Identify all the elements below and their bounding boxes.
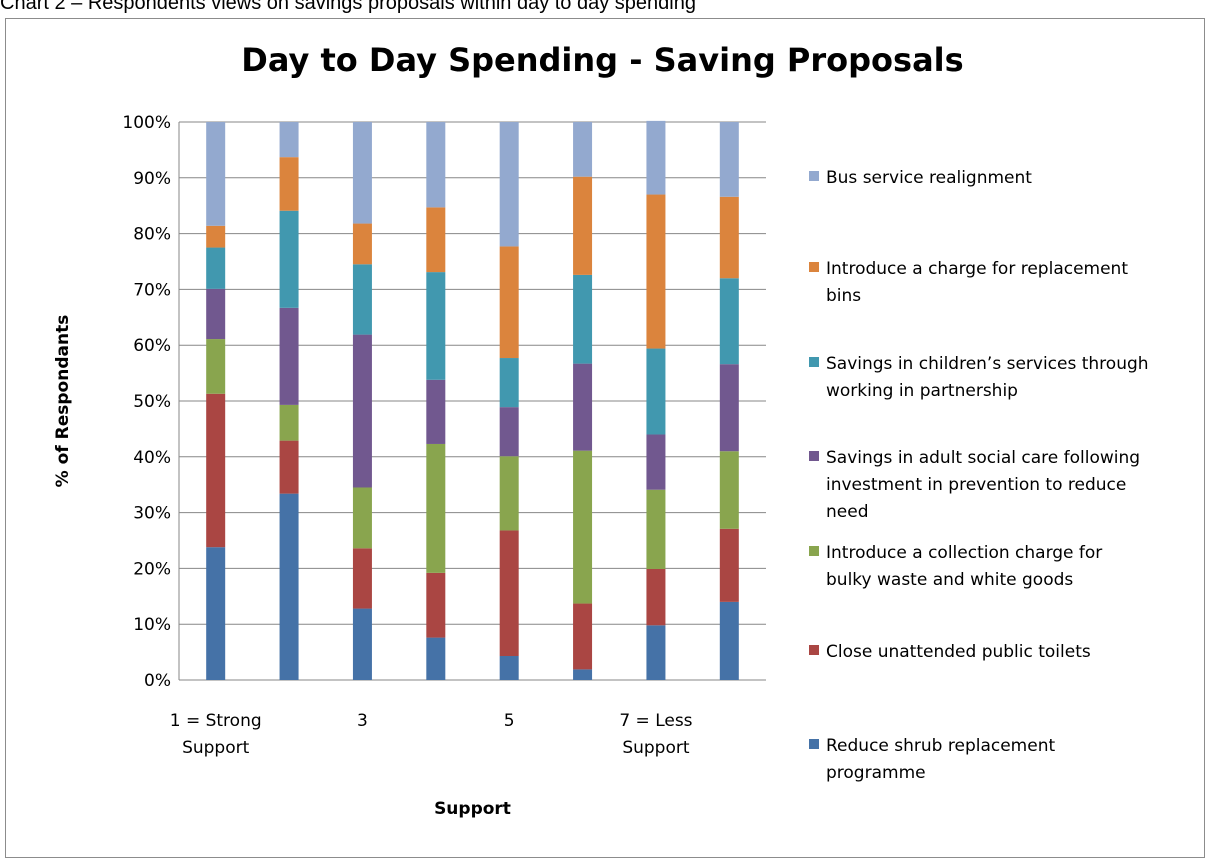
- y-tick-label: 30%: [133, 504, 171, 524]
- bar-segment-close-unattended-public-toilet: [646, 568, 666, 626]
- bar-segment-bus-service-realignment: [206, 122, 226, 226]
- bar-segment-savings-in-children-s-services: [426, 272, 446, 380]
- bar-segment-savings-in-children-s-services: [573, 274, 593, 364]
- bar-segment-reduce-shrub-replacement-progr: [646, 625, 666, 680]
- bar-segment-close-unattended-public-toilet: [719, 528, 739, 602]
- bar-segment-introduce-a-charge-for-replace: [499, 246, 519, 359]
- bar-segment-introduce-a-charge-for-replace: [573, 176, 593, 275]
- y-tick-label: 50%: [133, 392, 171, 412]
- bar-segment-savings-in-adult-social-care-f: [206, 288, 226, 340]
- bar-segment-introduce-a-collection-charge-: [279, 404, 299, 441]
- bar-segment-reduce-shrub-replacement-progr: [719, 601, 739, 680]
- bar-segment-savings-in-adult-social-care-f: [719, 364, 739, 452]
- x-tick-label: 1 = Strong: [170, 711, 262, 731]
- legend-label: working in partnership: [826, 381, 1018, 401]
- bar-segment-savings-in-children-s-services: [646, 348, 666, 435]
- chart-title: Day to Day Spending - Saving Proposals: [241, 41, 963, 79]
- bar-segment-introduce-a-collection-charge-: [352, 487, 372, 549]
- bar-segment-close-unattended-public-toilet: [499, 530, 519, 657]
- legend-label: bins: [826, 286, 861, 306]
- bar-segment-bus-service-realignment: [499, 122, 519, 247]
- legend-label: Savings in children’s services through: [826, 354, 1149, 374]
- bar-segment-savings-in-adult-social-care-f: [279, 307, 299, 405]
- bar-segment-introduce-a-collection-charge-: [426, 443, 446, 573]
- legend-swatch: [809, 451, 819, 461]
- bar-segment-savings-in-children-s-services: [499, 358, 519, 408]
- bar-segment-reduce-shrub-replacement-progr: [426, 637, 446, 680]
- bar-segment-introduce-a-collection-charge-: [646, 489, 666, 569]
- y-tick-label: 90%: [133, 169, 171, 189]
- legend-label: programme: [826, 763, 926, 783]
- x-tick-label: Support: [622, 738, 690, 758]
- bar-segment-savings-in-children-s-services: [719, 278, 739, 365]
- bar-segment-close-unattended-public-toilet: [279, 440, 299, 494]
- bar-segment-savings-in-adult-social-care-f: [352, 334, 372, 488]
- bar-segment-reduce-shrub-replacement-progr: [499, 656, 519, 680]
- bar-segment-close-unattended-public-toilet: [573, 603, 593, 670]
- legend-swatch: [809, 262, 819, 272]
- y-tick-label: 70%: [133, 280, 171, 300]
- y-tick-label: 0%: [144, 671, 171, 691]
- bar-segment-savings-in-adult-social-care-f: [499, 407, 519, 457]
- y-tick-label: 60%: [133, 336, 171, 356]
- bar-segment-reduce-shrub-replacement-progr: [352, 608, 372, 680]
- x-axis-title: Support: [434, 799, 511, 819]
- legend-label: Close unattended public toilets: [826, 642, 1091, 662]
- x-tick-label: 7 = Less: [619, 711, 692, 731]
- legend-label: bulky waste and white goods: [826, 570, 1073, 590]
- bar-segment-introduce-a-collection-charge-: [573, 450, 593, 604]
- legend-swatch: [809, 171, 819, 181]
- bar-segment-savings-in-adult-social-care-f: [573, 363, 593, 451]
- y-tick-label: 100%: [122, 113, 171, 133]
- bar-segment-introduce-a-charge-for-replace: [352, 223, 372, 265]
- bar-segment-introduce-a-collection-charge-: [206, 339, 226, 394]
- bar-segment-introduce-a-charge-for-replace: [719, 196, 739, 279]
- figure-caption: Chart 2 – Respondents views on savings p…: [0, 0, 696, 14]
- bar-segment-bus-service-realignment: [573, 122, 593, 177]
- chart: Day to Day Spending - Saving Proposals 0%…: [53, 41, 1149, 819]
- bar-segment-savings-in-children-s-services: [352, 264, 372, 335]
- bar-segment-introduce-a-charge-for-replace: [646, 194, 666, 349]
- legend-label: Introduce a collection charge for: [826, 543, 1102, 563]
- bar-segment-close-unattended-public-toilet: [426, 572, 446, 638]
- bar-segment-bus-service-realignment: [646, 120, 666, 195]
- bar-segment-introduce-a-charge-for-replace: [206, 225, 226, 248]
- bar-segment-bus-service-realignment: [279, 122, 299, 158]
- bar-segment-introduce-a-collection-charge-: [719, 451, 739, 529]
- legend-swatch: [809, 546, 819, 556]
- chart-frame: Day to Day Spending - Saving Proposals 0%…: [5, 18, 1205, 858]
- legend-label: Savings in adult social care following: [826, 448, 1140, 468]
- legend-label: Bus service realignment: [826, 168, 1032, 188]
- y-axis-title: % of Respondants: [53, 315, 73, 488]
- legend-swatch: [809, 645, 819, 655]
- bar-segment-savings-in-adult-social-care-f: [646, 434, 666, 490]
- bar-segment-close-unattended-public-toilet: [352, 548, 372, 609]
- bar-segment-bus-service-realignment: [352, 122, 372, 224]
- x-tick-label: Support: [182, 738, 250, 758]
- bar-segment-introduce-a-charge-for-replace: [279, 157, 299, 211]
- bar-segment-introduce-a-charge-for-replace: [426, 207, 446, 273]
- legend-label: Introduce a charge for replacement: [826, 259, 1128, 279]
- x-tick-label: 5: [504, 711, 515, 731]
- legend-swatch: [809, 357, 819, 367]
- bar-segment-close-unattended-public-toilet: [206, 393, 226, 548]
- bar-segment-introduce-a-collection-charge-: [499, 456, 519, 531]
- x-tick-label: 3: [357, 711, 368, 731]
- bar-segment-bus-service-realignment: [426, 122, 446, 208]
- y-tick-label: 10%: [133, 615, 171, 635]
- bar-segment-savings-in-adult-social-care-f: [426, 379, 446, 444]
- bar-segment-savings-in-children-s-services: [206, 247, 226, 289]
- legend-label: investment in prevention to reduce: [826, 475, 1126, 495]
- bar-segment-bus-service-realignment: [719, 122, 739, 197]
- bar-segment-reduce-shrub-replacement-progr: [573, 669, 593, 680]
- bar-segment-reduce-shrub-replacement-progr: [279, 493, 299, 680]
- legend-label: Reduce shrub replacement: [826, 736, 1055, 756]
- legend-label: need: [826, 502, 868, 522]
- bar-segment-reduce-shrub-replacement-progr: [206, 547, 226, 680]
- y-tick-label: 20%: [133, 559, 171, 579]
- y-tick-label: 40%: [133, 448, 171, 468]
- y-tick-label: 80%: [133, 225, 171, 245]
- legend-swatch: [809, 739, 819, 749]
- bar-segment-savings-in-children-s-services: [279, 210, 299, 308]
